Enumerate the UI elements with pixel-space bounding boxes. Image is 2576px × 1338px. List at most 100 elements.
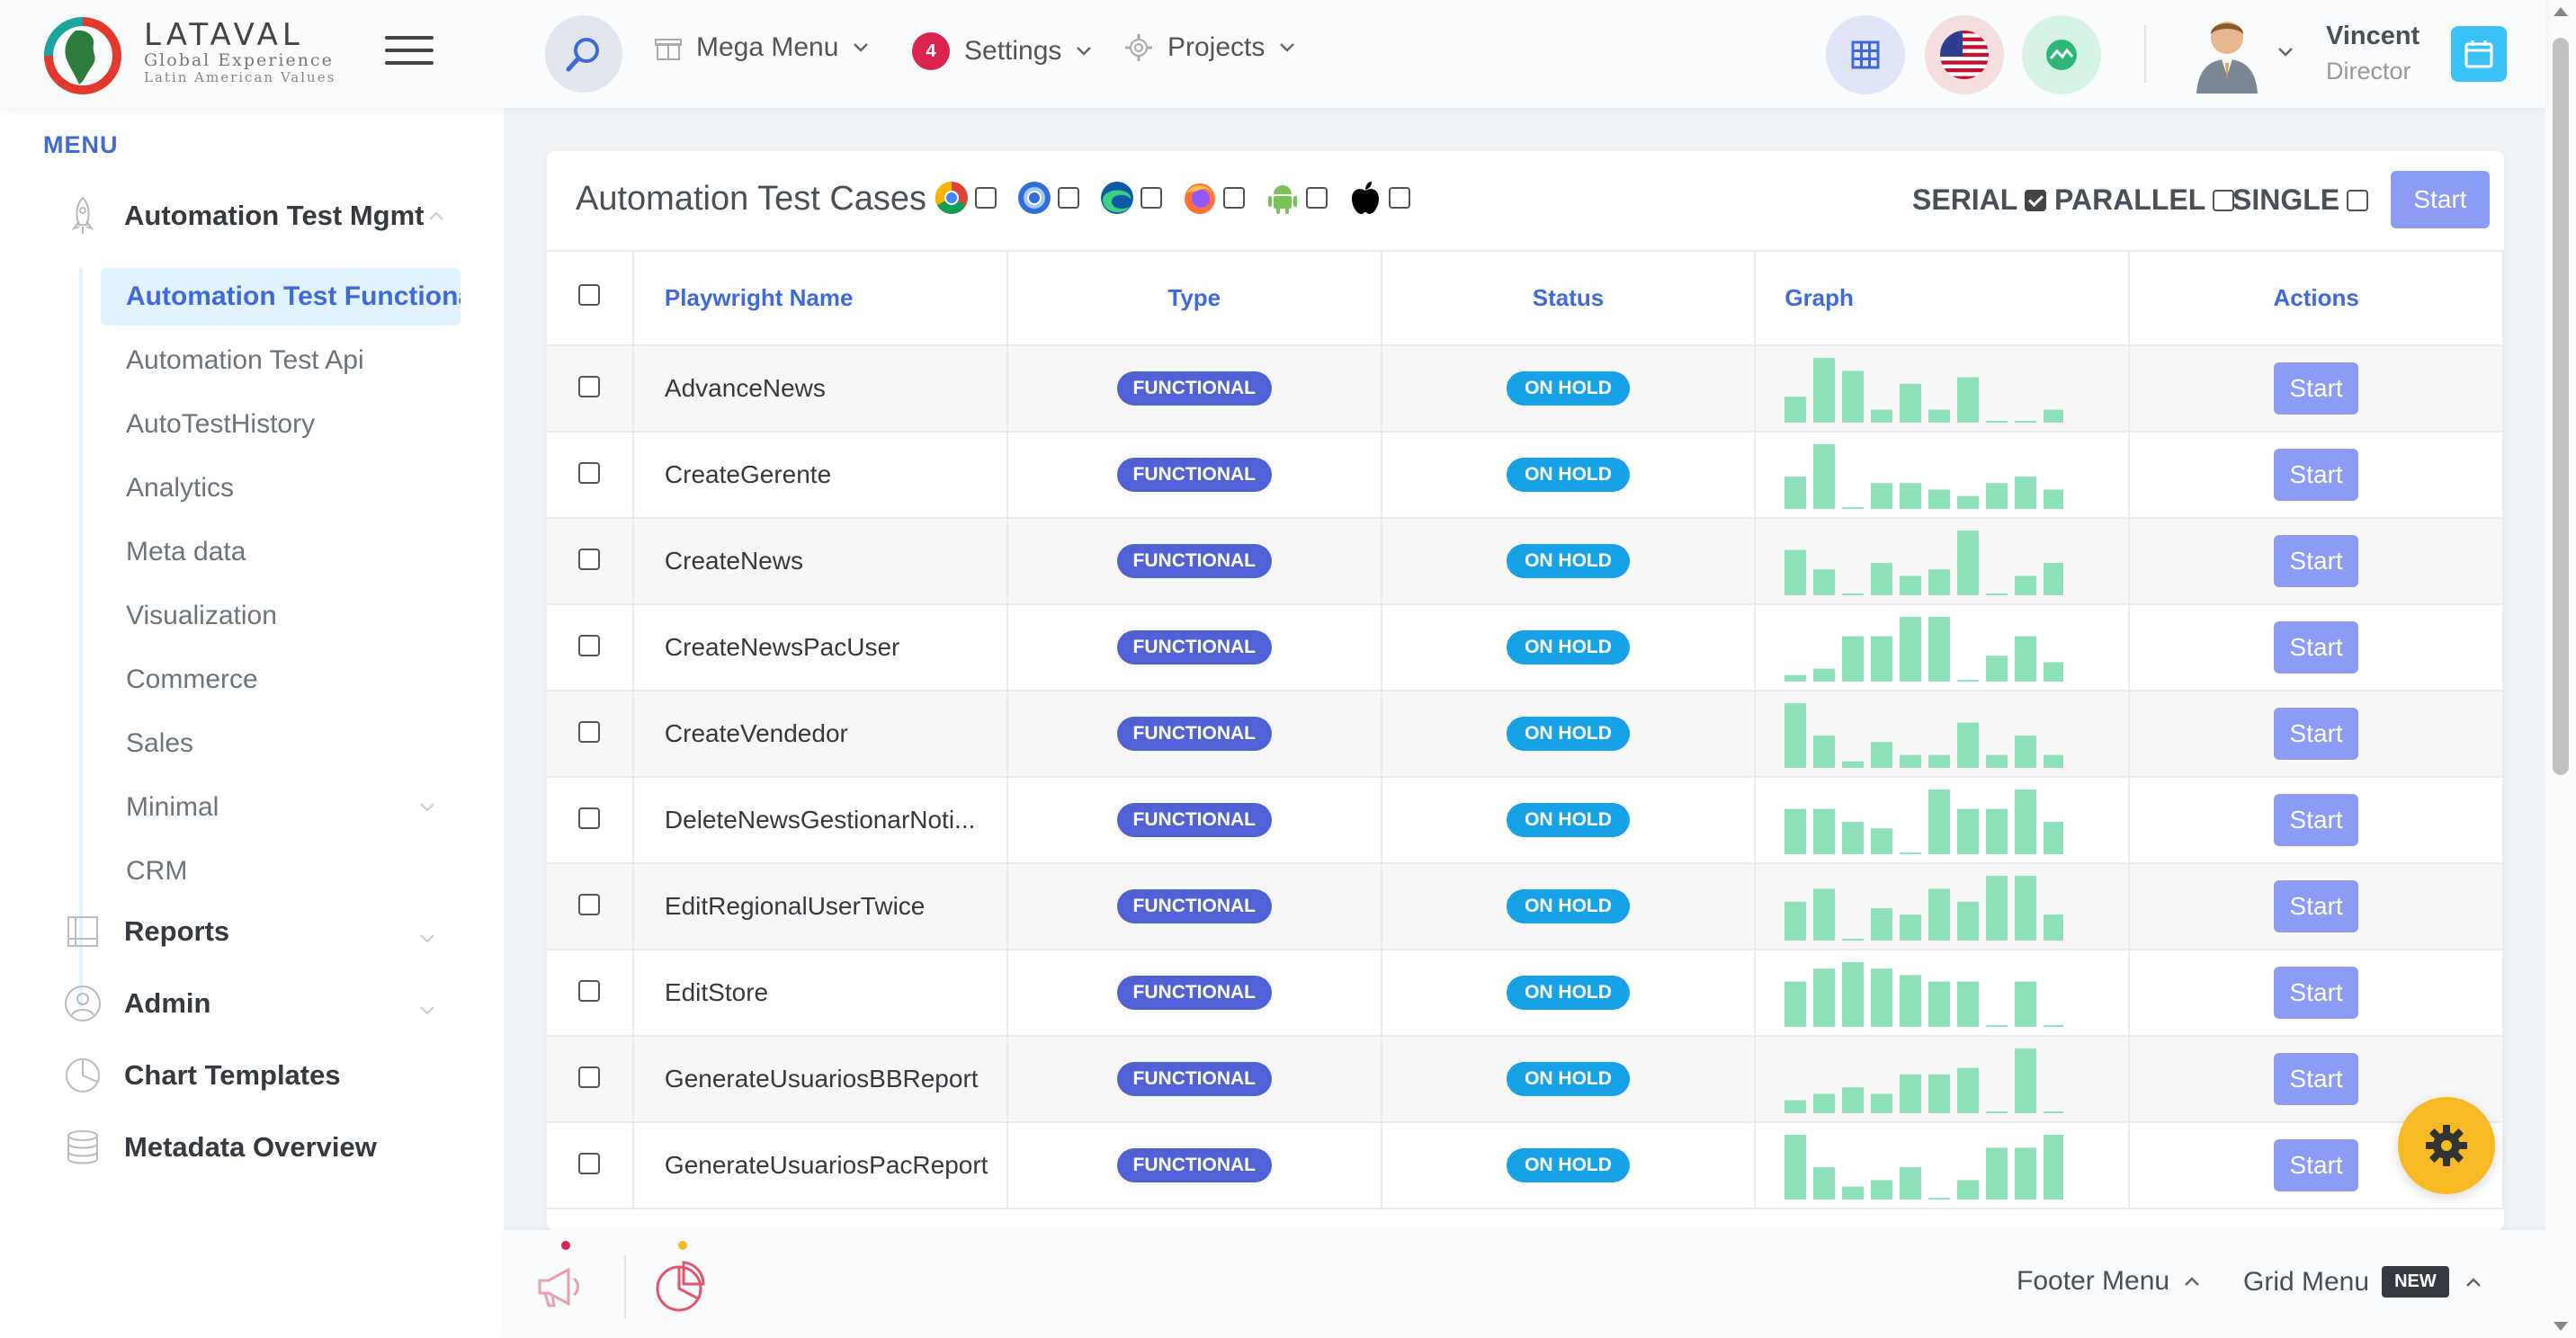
sidebar-item-sales[interactable]: Sales bbox=[126, 728, 194, 758]
scroll-down-arrow[interactable] bbox=[2554, 1322, 2568, 1331]
start-all-button[interactable]: Start bbox=[2391, 171, 2490, 228]
serial-checkbox[interactable] bbox=[2025, 189, 2047, 211]
row-start-button[interactable]: Start bbox=[2274, 449, 2359, 501]
test-name: GenerateUsuariosBBReport bbox=[632, 1036, 1008, 1123]
settings-dropdown[interactable]: 4 Settings bbox=[912, 32, 1092, 70]
page-scrollbar[interactable] bbox=[2545, 0, 2576, 1338]
sidebar-item-automation-test-api[interactable]: Automation Test Api bbox=[126, 345, 364, 375]
calendar-button[interactable] bbox=[2451, 26, 2507, 82]
single-checkbox[interactable] bbox=[2347, 189, 2369, 211]
sidebar-group-reports[interactable]: Reports bbox=[63, 912, 229, 951]
scrollbar-thumb[interactable] bbox=[2553, 38, 2569, 775]
logo-text: LATAVAL Global Experience Latin American… bbox=[144, 20, 335, 85]
row-start-button[interactable]: Start bbox=[2274, 794, 2359, 846]
grid-menu-link[interactable]: Grid Menu NEW bbox=[2243, 1266, 2482, 1298]
graph-bar bbox=[1813, 569, 1836, 595]
sidebar-group-automation[interactable]: Automation Test Mgmt bbox=[63, 196, 444, 236]
row-checkbox[interactable] bbox=[578, 461, 601, 484]
row-checkbox[interactable] bbox=[578, 893, 601, 915]
row-checkbox[interactable] bbox=[578, 720, 601, 743]
sidebar-item-crm[interactable]: CRM bbox=[126, 856, 188, 886]
chevron-down-icon[interactable] bbox=[2277, 47, 2294, 58]
edge-checkbox[interactable] bbox=[1140, 187, 1162, 209]
sidebar-metadata-overview-label: Metadata Overview bbox=[124, 1131, 377, 1163]
theme-settings-button[interactable] bbox=[2398, 1097, 2495, 1194]
sidebar-item-minimal[interactable]: Minimal bbox=[126, 792, 219, 822]
sidebar-group-chart-templates[interactable]: Chart Templates bbox=[63, 1056, 341, 1095]
type-cell: FUNCTIONAL bbox=[1006, 345, 1382, 433]
row-start-button[interactable]: Start bbox=[2274, 1139, 2359, 1191]
column-header-graph: Graph bbox=[1755, 252, 2131, 346]
footer-menu-link[interactable]: Footer Menu bbox=[2017, 1266, 2200, 1297]
activity-button[interactable] bbox=[2022, 15, 2101, 94]
actions-cell: Start bbox=[2129, 345, 2504, 433]
megaphone-icon[interactable] bbox=[532, 1259, 588, 1315]
row-start-button[interactable]: Start bbox=[2274, 362, 2359, 415]
parallel-checkbox[interactable] bbox=[2213, 189, 2235, 211]
graph-bar bbox=[1784, 703, 1807, 768]
row-checkbox[interactable] bbox=[578, 548, 601, 570]
graph-bar bbox=[1900, 852, 1922, 854]
row-checkbox[interactable] bbox=[578, 1152, 601, 1174]
gift-icon bbox=[655, 39, 682, 60]
search-button[interactable] bbox=[545, 15, 622, 93]
type-cell: FUNCTIONAL bbox=[1006, 777, 1382, 864]
row-checkbox[interactable] bbox=[578, 807, 601, 829]
grid-apps-button[interactable] bbox=[1826, 15, 1905, 94]
graph-bar bbox=[1928, 888, 1951, 941]
firefox-checkbox[interactable] bbox=[1223, 187, 1245, 209]
sidebar-group-metadata-overview[interactable]: Metadata Overview bbox=[63, 1128, 377, 1167]
row-start-button[interactable]: Start bbox=[2274, 535, 2359, 587]
row-start-button[interactable]: Start bbox=[2274, 967, 2359, 1019]
row-checkbox[interactable] bbox=[578, 1066, 601, 1088]
hamburger-menu-button[interactable] bbox=[385, 36, 434, 67]
row-check-cell bbox=[547, 691, 634, 778]
graph-bar bbox=[1900, 575, 1922, 595]
sidebar-item-analytics[interactable]: Analytics bbox=[126, 473, 235, 503]
sidebar-item-commerce[interactable]: Commerce bbox=[126, 665, 258, 694]
row-start-button[interactable]: Start bbox=[2274, 708, 2359, 760]
actions-cell: Start bbox=[2129, 691, 2504, 778]
language-button[interactable] bbox=[1925, 15, 2004, 94]
status-cell: ON HOLD bbox=[1381, 432, 1757, 519]
user-avatar[interactable] bbox=[2191, 13, 2263, 94]
row-start-button[interactable]: Start bbox=[2274, 1053, 2359, 1105]
row-start-button[interactable]: Start bbox=[2274, 621, 2359, 673]
apple-checkbox[interactable] bbox=[1389, 187, 1410, 209]
row-start-button[interactable]: Start bbox=[2274, 880, 2359, 932]
select-all-checkbox[interactable] bbox=[578, 284, 601, 306]
scroll-up-arrow[interactable] bbox=[2554, 7, 2568, 16]
sidebar-item-visualization[interactable]: Visualization bbox=[126, 601, 277, 630]
app-header: LATAVAL Global Experience Latin American… bbox=[0, 0, 2545, 108]
projects-dropdown[interactable]: Projects bbox=[1124, 32, 1295, 63]
column-header-status[interactable]: Status bbox=[1381, 252, 1757, 346]
sidebar-item-autotesthistory[interactable]: AutoTestHistory bbox=[126, 409, 316, 439]
sidebar-group-admin[interactable]: Admin bbox=[63, 984, 210, 1023]
mega-menu-dropdown[interactable]: Mega Menu bbox=[655, 32, 869, 63]
graph-bar bbox=[1900, 1167, 1922, 1200]
test-name: GenerateUsuariosPacReport bbox=[632, 1122, 1008, 1209]
graph-bar bbox=[1900, 483, 1922, 509]
row-checkbox[interactable] bbox=[578, 375, 601, 397]
user-role: Director bbox=[2326, 58, 2411, 85]
graph-bar bbox=[2044, 489, 2064, 509]
android-checkbox[interactable] bbox=[1306, 187, 1328, 209]
chromium-checkbox[interactable] bbox=[1058, 187, 1079, 209]
row-checkbox[interactable] bbox=[578, 634, 601, 656]
notification-dot bbox=[678, 1241, 687, 1250]
column-header-name[interactable]: Playwright Name bbox=[632, 252, 1008, 346]
browser-chrome bbox=[934, 180, 997, 216]
sidebar-item-automation-test-functional[interactable]: Automation Test Functional bbox=[101, 268, 461, 326]
sparkline-chart bbox=[1784, 617, 2064, 682]
graph-bar bbox=[1784, 397, 1807, 423]
sparkline-chart bbox=[1784, 703, 2064, 768]
sidebar-item-meta-data[interactable]: Meta data bbox=[126, 537, 246, 566]
row-checkbox[interactable] bbox=[578, 979, 601, 1002]
new-badge: NEW bbox=[2382, 1266, 2449, 1298]
chrome-checkbox[interactable] bbox=[975, 187, 997, 209]
column-header-type[interactable]: Type bbox=[1006, 252, 1382, 346]
graph-bar bbox=[2015, 876, 2037, 941]
pie-chart-icon[interactable] bbox=[651, 1259, 707, 1315]
chromium-icon bbox=[1018, 182, 1051, 214]
chevron-down-icon bbox=[420, 803, 434, 812]
